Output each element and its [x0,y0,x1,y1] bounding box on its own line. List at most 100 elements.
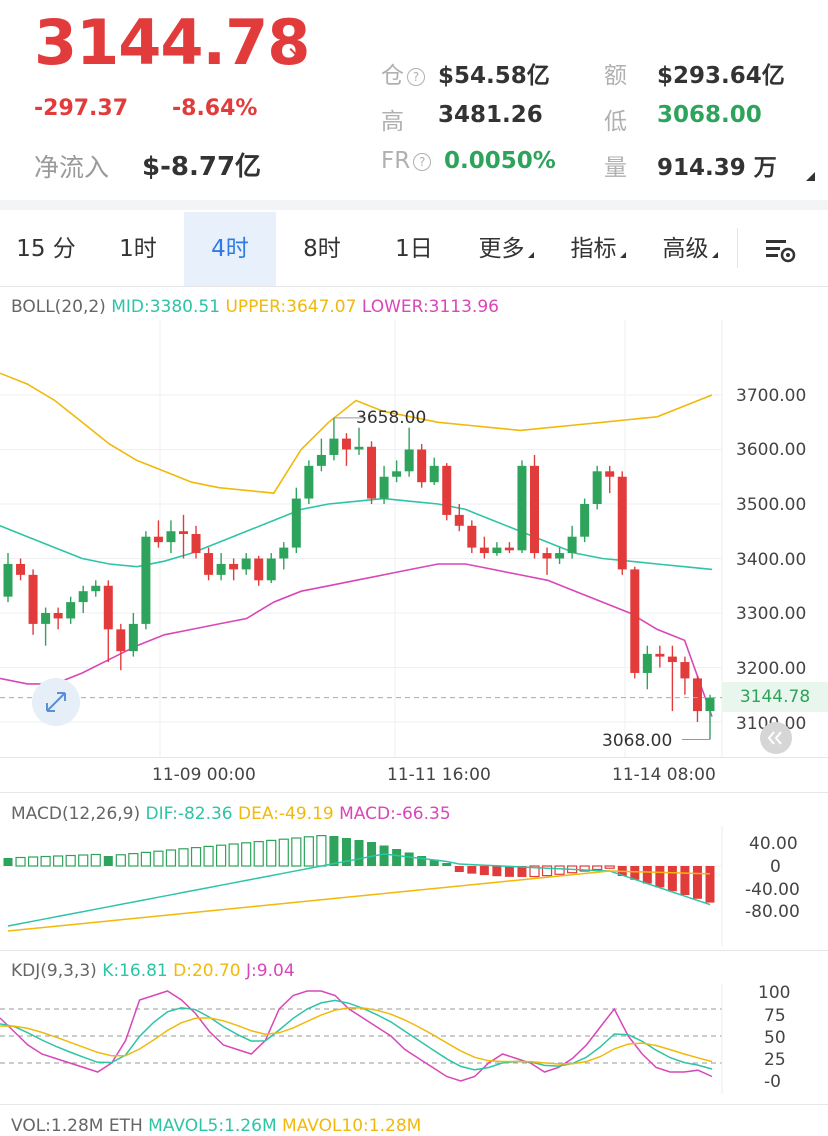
tab-more[interactable]: 更多 [460,212,552,286]
chart-settings-icon[interactable] [764,236,796,268]
macd-bar [379,845,389,866]
macd-bar [153,850,164,867]
price-tick: 3200.00 [736,659,807,679]
last-price: 3144.78 [34,6,310,79]
macd-bar [479,866,489,876]
kdj-j: J:9.04 [246,961,295,981]
price-tick: 3500.00 [736,495,807,515]
candle-body [705,697,715,712]
macd-bar [541,865,553,877]
header-divider [0,200,828,210]
tab-advanced[interactable]: 高级 [644,212,736,286]
tab-1h[interactable]: 1时 [119,236,157,262]
candle-body [341,438,351,450]
candle-body [467,525,477,548]
macd-legend: MACD(12,26,9) DIF:-82.36 DEA:-49.19 MACD… [11,804,451,824]
vol-top-border [0,1104,828,1105]
macd-bar [367,842,377,866]
price-tick: 3300.00 [736,604,807,624]
macd-bar [429,859,439,866]
macd-tick: 40.00 [749,834,798,854]
time-axis-top-border [0,757,828,758]
candle-body [655,653,665,657]
candle-body [567,536,577,554]
tab-1d[interactable]: 1日 [395,236,433,262]
volume-value: 914.39 万 [657,155,777,181]
expand-caret-icon[interactable] [806,172,815,181]
macd-bar [655,866,665,888]
macd-bar [554,865,565,875]
boll-name: BOLL(20,2) [11,297,106,317]
macd-dea-line [7,870,711,932]
candle-body [542,553,552,559]
kdj-d: D:20.70 [173,961,241,981]
candle-body [680,662,690,679]
amount-label: 额 [604,63,627,89]
macd-bar [103,856,113,866]
tab-bottom-border [0,286,828,287]
boll-mid-line [0,497,713,571]
candle-body [53,613,63,619]
macd-bar [316,835,327,867]
candle-body [128,623,138,652]
boll-mid: MID:3380.51 [111,297,221,317]
macd-bar [417,856,427,866]
tab-8h[interactable]: 8时 [303,236,341,262]
kdj-legend: KDJ(9,3,3) K:16.81 D:20.70 J:9.04 [11,961,295,981]
low-label: 低 [604,109,627,135]
macd-chart [0,826,723,946]
candle-body [16,563,26,575]
macd-bar [517,866,527,877]
kdj-chart [0,984,723,1094]
macd-bar [630,866,640,880]
candle-body [417,449,427,483]
candle-body [41,613,51,624]
macd-bar [404,852,414,866]
candle-body [191,533,201,554]
macd-bar [642,866,652,884]
expand-arrows-icon [46,692,66,712]
macd-bar [165,849,177,867]
time-tick: 11-09 00:00 [152,765,256,785]
candle-body [504,547,514,551]
candle-body [354,446,364,450]
position-value: $54.58亿 [438,63,550,89]
jump-to-latest-button[interactable] [760,722,792,754]
tab-4h[interactable]: 4时 [184,212,276,286]
candlestick-chart[interactable] [0,320,828,760]
help-icon[interactable]: ? [413,152,432,171]
kdj-top-border [0,950,828,951]
candle-body [91,585,101,592]
macd-bar [604,865,615,869]
boll-upper-line [0,372,713,494]
macd-bar [241,842,252,867]
help-icon[interactable]: ? [407,67,425,86]
macd-bar [27,856,39,867]
candle-body [66,602,76,619]
volume-label: 量 [604,155,627,181]
low-value: 3068.00 [657,102,762,128]
candle-body [642,653,652,673]
macd-bar [253,841,264,867]
fullscreen-button[interactable] [32,678,80,726]
dropdown-caret-icon [527,252,534,258]
time-tick: 11-14 08:00 [612,765,716,785]
position-stat: 仓? [381,56,425,90]
tab-15m[interactable]: 15 分 [16,236,76,262]
macd-dif-line [7,853,711,927]
macd-bar [442,863,452,866]
candle-body [617,476,627,570]
candle-body [316,454,326,466]
macd-bar [203,845,214,867]
mavol5: MAVOL5:1.26M [148,1116,277,1136]
candle-body [692,678,702,712]
candle-body [392,471,402,477]
tab-indicators[interactable]: 指标 [552,212,644,286]
fr-value: 0.0050% [444,148,556,174]
price-change-percent: -8.64% [172,96,258,121]
tab-separator [737,228,738,268]
macd-bar [3,858,13,866]
candle-body [166,531,176,543]
time-tick: 11-11 16:00 [387,765,491,785]
macd-top-border [0,792,828,793]
